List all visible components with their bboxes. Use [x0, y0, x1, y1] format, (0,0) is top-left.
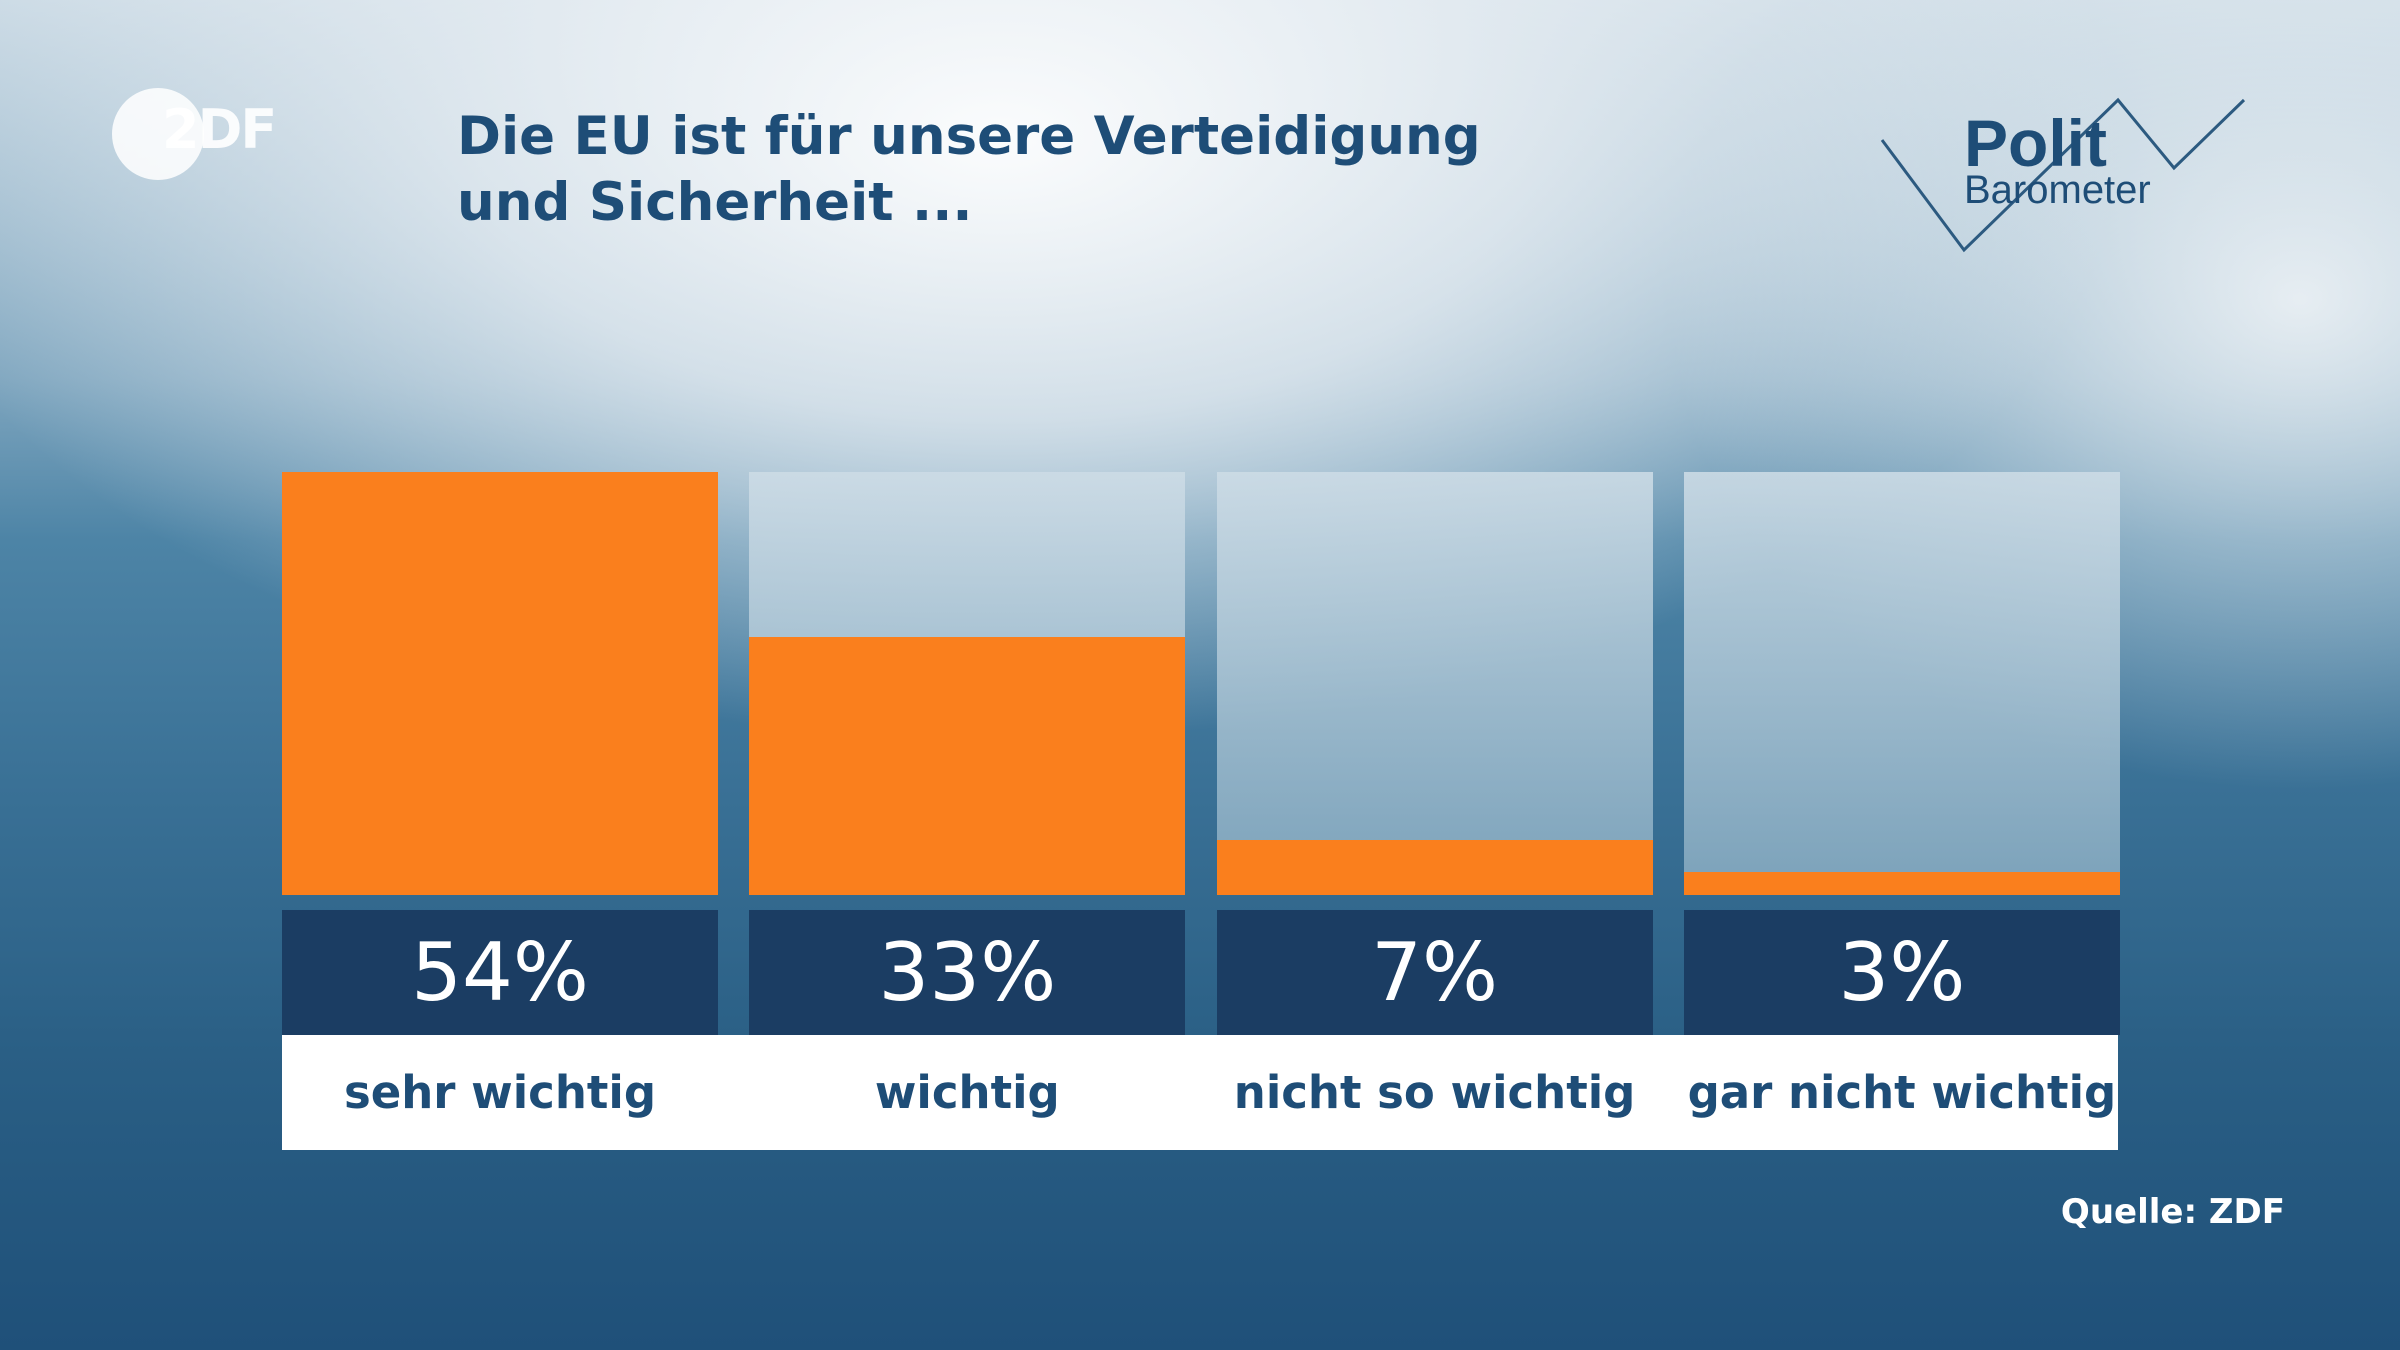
bar-background	[1216, 472, 1653, 895]
zdf-logo-circle	[112, 88, 204, 180]
politbarometer-logo-polit: Polit	[1964, 106, 2107, 180]
data-label: 3%	[1683, 910, 2120, 1035]
category-label: gar nicht wichtig	[1687, 1066, 2117, 1119]
bar	[282, 472, 718, 895]
zdf-logo-text: 2DF	[162, 98, 277, 161]
politbarometer-zigzag-icon	[1880, 97, 2246, 253]
bar	[749, 636, 1186, 895]
bar-background	[1683, 472, 2120, 895]
category-label: wichtig	[874, 1066, 1060, 1119]
chart-title: Die EU ist für unsere Verteidigung und S…	[457, 106, 1481, 233]
category-label: sehr wichtig	[343, 1066, 657, 1119]
data-label: 33%	[749, 910, 1186, 1035]
category-label: nicht so wichtig	[1233, 1066, 1636, 1119]
category-label-strip	[282, 1035, 2118, 1150]
data-label: 54%	[282, 910, 718, 1035]
zdf-logo: 2DF	[112, 88, 282, 182]
politbarometer-logo: Polit Barometer	[1878, 96, 2248, 256]
politbarometer-logo-barometer: Barometer	[1964, 168, 2151, 212]
bar	[1683, 871, 2120, 895]
data-label: 7%	[1216, 910, 1653, 1035]
bar	[1216, 840, 1653, 895]
source-note: Quelle: ZDF	[2060, 1192, 2285, 1232]
